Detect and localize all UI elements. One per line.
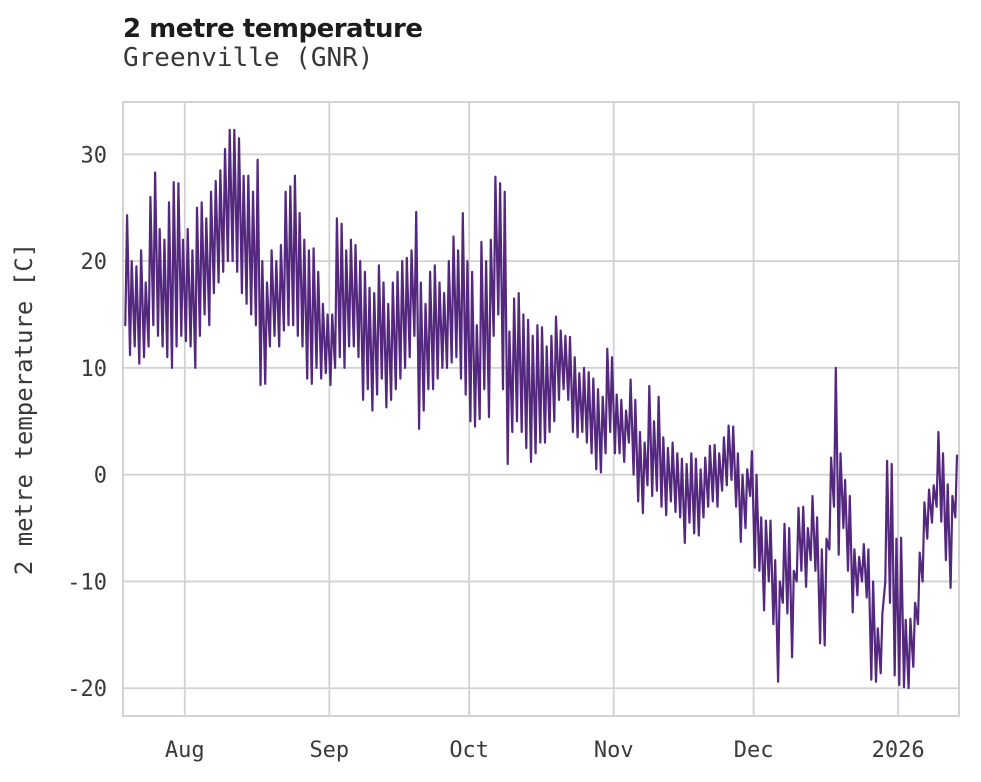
chart-header: 2 metre temperature Greenville (GNR) (123, 14, 423, 74)
temperature-line (124, 128, 959, 690)
x-tick-label: Oct (449, 738, 489, 763)
y-tick-label: -10 (67, 570, 107, 595)
x-tick-label: 2026 (872, 738, 925, 763)
x-tick-label: Aug (165, 738, 205, 763)
y-axis-label: 2 metre temperature [C] (10, 243, 38, 575)
chart-subtitle: Greenville (GNR) (123, 43, 374, 74)
y-tick-label: -20 (67, 677, 107, 702)
y-tick-label: 0 (94, 464, 107, 489)
plot-border (122, 101, 960, 717)
y-tick-label: 20 (81, 250, 108, 275)
x-tick-label: Nov (594, 738, 634, 763)
x-tick-label: Sep (309, 738, 349, 763)
x-tick-label: Dec (734, 738, 774, 763)
y-tick-label: 30 (81, 143, 108, 168)
chart-title: 2 metre temperature (123, 14, 423, 44)
y-tick-label: 10 (81, 357, 108, 382)
